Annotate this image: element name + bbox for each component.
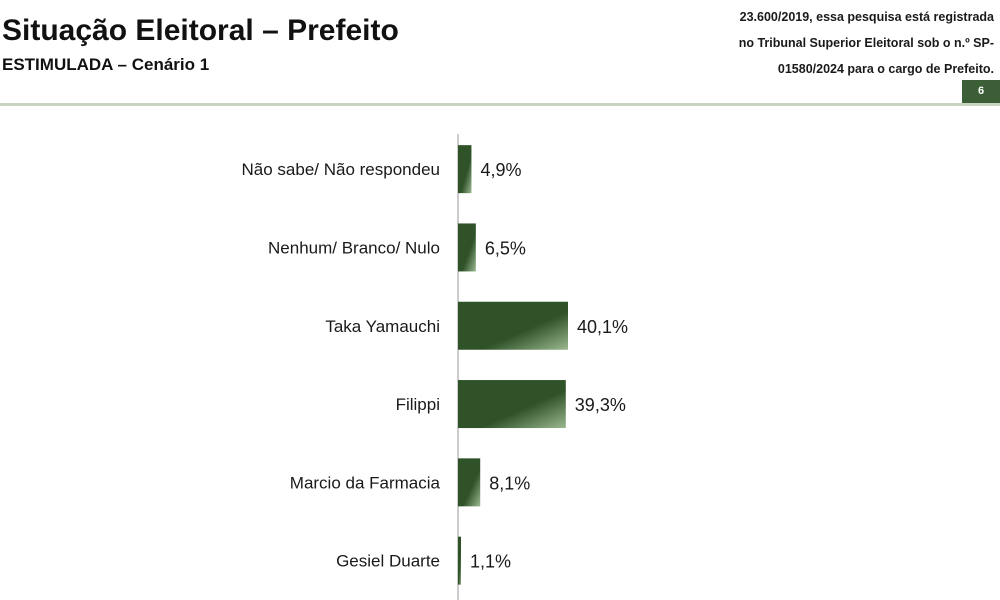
bar-chart: Não sabe/ Não respondeu 4,9% Nenhum/ Branc… — [242, 134, 628, 600]
category-label: Gesiel Duarte — [336, 552, 440, 571]
data-label: 6,5% — [485, 238, 526, 258]
category-label: Marcio da Farmacia — [290, 473, 441, 492]
bar — [458, 145, 472, 194]
category-label: Nenhum/ Branco/ Nulo — [268, 238, 440, 257]
registration-note-line: 23.600/2019, essa pesquisa está registra… — [739, 10, 994, 24]
data-label: 40,1% — [577, 317, 628, 337]
bar — [458, 301, 568, 350]
page-subtitle: ESTIMULADA – Cenário 1 — [2, 55, 210, 74]
registration-note-line: 01580/2024 para o cargo de Prefeito. — [777, 62, 994, 76]
category-label: Não sabe/ Não respondeu — [242, 160, 440, 179]
registration-note-line: no Tribunal Superior Eleitoral sob o n.º… — [738, 36, 994, 50]
header-divider — [0, 103, 1000, 106]
bar — [458, 223, 476, 272]
data-label: 8,1% — [489, 473, 530, 493]
category-label: Filippi — [396, 395, 440, 414]
bar — [458, 380, 566, 429]
data-label: 4,9% — [480, 160, 521, 180]
registration-note: 23.600/2019, essa pesquisa está registra… — [684, 4, 994, 82]
data-label: 1,1% — [470, 552, 511, 572]
page-number-badge: 6 — [962, 80, 1000, 103]
category-label: Taka Yamauchi — [325, 317, 440, 336]
data-label: 39,3% — [575, 395, 626, 415]
page-title: Situação Eleitoral – Prefeito — [2, 14, 399, 47]
bar — [458, 458, 481, 507]
bar — [458, 536, 462, 585]
